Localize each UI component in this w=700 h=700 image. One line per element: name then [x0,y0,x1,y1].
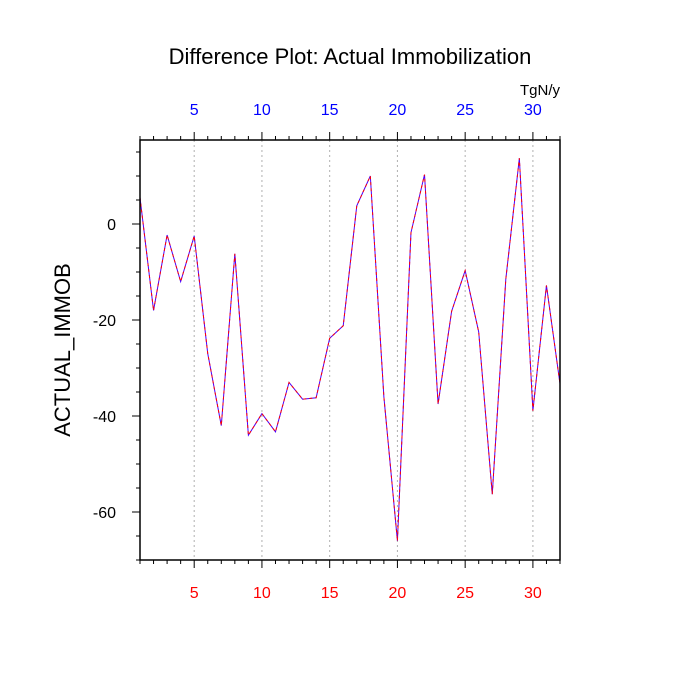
series-line-dashed [139,158,561,541]
x-tick-label-bottom: 15 [321,585,339,602]
x-tick-label-top: 25 [456,102,474,119]
plot-frame [139,139,561,561]
x-tick-label-top: 20 [389,102,407,119]
x-tick-label-bottom: 25 [456,585,474,602]
x-tick-label-bottom: 20 [389,585,407,602]
tick-labels: 5 5 10 10 15 15 20 20 25 25 30 30 0 -20 -40 -60 [93,102,542,602]
y-tick-label: -60 [93,505,116,522]
x-tick-label-bottom: 30 [524,585,542,602]
y-tick-label: -20 [93,313,116,330]
series-line [139,158,561,541]
y-tick-label: -40 [93,409,116,426]
y-tick-label: 0 [107,217,116,234]
y-axis-label: ACTUAL_IMMOB [50,263,75,437]
x-tick-label-top: 30 [524,102,542,119]
axis-ticks [132,132,561,568]
x-tick-label-top: 5 [190,102,199,119]
x-tick-label-bottom: 10 [253,585,271,602]
x-tick-label-top: 10 [253,102,271,119]
chart-title: Difference Plot: Actual Immobilization [169,44,532,69]
grid-lines [193,140,534,560]
series-lines [139,158,561,541]
x-tick-label-bottom: 5 [190,585,199,602]
x-tick-label-top: 15 [321,102,339,119]
units-label: TgN/y [520,82,561,99]
